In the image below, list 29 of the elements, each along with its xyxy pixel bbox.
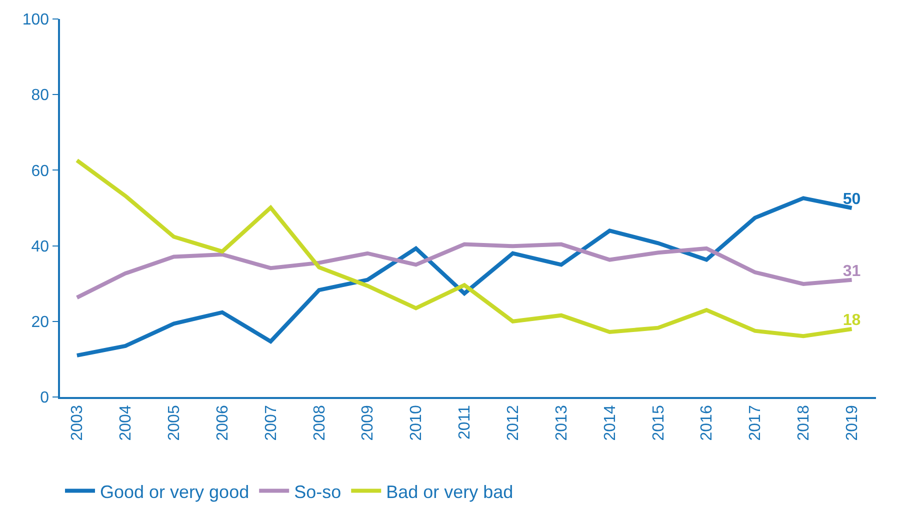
x-tick-label: 2013 [553,405,570,441]
x-tick-label: 2004 [118,405,135,441]
x-tick-label: 2007 [262,405,280,441]
legend-label: Good or very good [100,482,250,502]
y-tick-label: 100 [22,12,50,29]
y-tick-label: 80 [31,87,50,104]
data-label: 18 [842,312,861,329]
y-tick-label: 40 [31,238,50,256]
x-tick-label: 2017 [747,405,764,441]
data-label: 50 [842,191,861,208]
data-label: 31 [842,262,861,280]
x-tick-label: 2015 [650,405,668,441]
x-tick-label: 2016 [698,405,716,441]
x-tick-label: 2008 [311,405,328,441]
legend-label: So-so [294,482,342,502]
x-tick-label: 2005 [166,405,183,441]
x-tick-label: 2019 [844,405,861,441]
y-tick-label: 20 [31,314,50,331]
x-tick-label: 2011 [456,405,474,440]
x-tick-label: 2003 [69,405,86,441]
x-tick-label: 2006 [214,405,232,441]
x-tick-label: 2018 [796,405,813,441]
y-tick-label: 0 [40,390,50,407]
x-tick-label: 2010 [408,405,426,441]
legend-label: Bad or very bad [386,482,514,502]
y-tick-label: 60 [31,162,50,180]
x-tick-label: 2012 [505,405,522,441]
x-tick-label: 2014 [602,405,619,441]
x-tick-label: 2009 [360,405,377,441]
